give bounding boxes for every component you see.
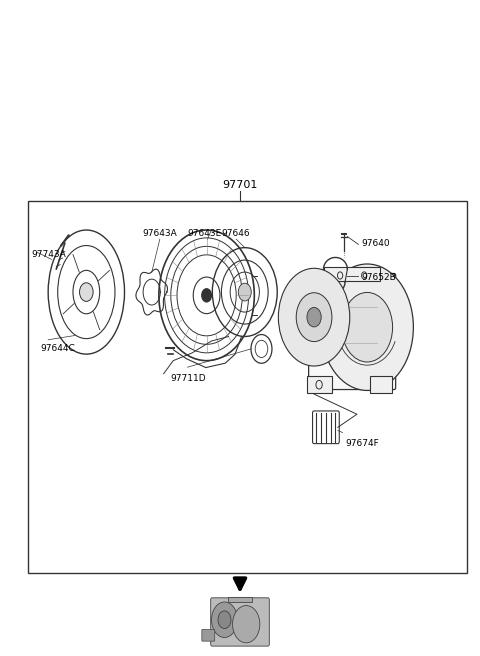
Text: 97743A: 97743A (31, 250, 66, 258)
Text: 97674F: 97674F (345, 439, 379, 448)
Circle shape (202, 289, 211, 302)
FancyBboxPatch shape (202, 629, 215, 641)
Bar (307, 376, 332, 394)
Circle shape (342, 293, 393, 362)
Text: 97643A: 97643A (142, 229, 177, 238)
Bar (324, 267, 380, 281)
Circle shape (296, 293, 332, 342)
Bar (370, 376, 392, 394)
Circle shape (218, 611, 231, 628)
Circle shape (278, 268, 350, 366)
FancyBboxPatch shape (309, 274, 396, 390)
Circle shape (80, 283, 93, 301)
Circle shape (233, 605, 260, 643)
Text: 97644C: 97644C (40, 344, 75, 354)
FancyBboxPatch shape (211, 598, 269, 646)
Circle shape (321, 264, 413, 390)
Text: 97643E: 97643E (188, 229, 222, 238)
Bar (28, 201, 467, 573)
Circle shape (212, 602, 238, 638)
Text: 97652B: 97652B (362, 272, 396, 281)
Bar (228, 596, 252, 602)
Circle shape (307, 308, 321, 327)
Text: 97640: 97640 (362, 239, 390, 247)
Text: 97646: 97646 (221, 229, 250, 238)
Text: 97701: 97701 (222, 180, 258, 190)
Circle shape (238, 283, 251, 301)
Text: 97711D: 97711D (171, 374, 206, 382)
